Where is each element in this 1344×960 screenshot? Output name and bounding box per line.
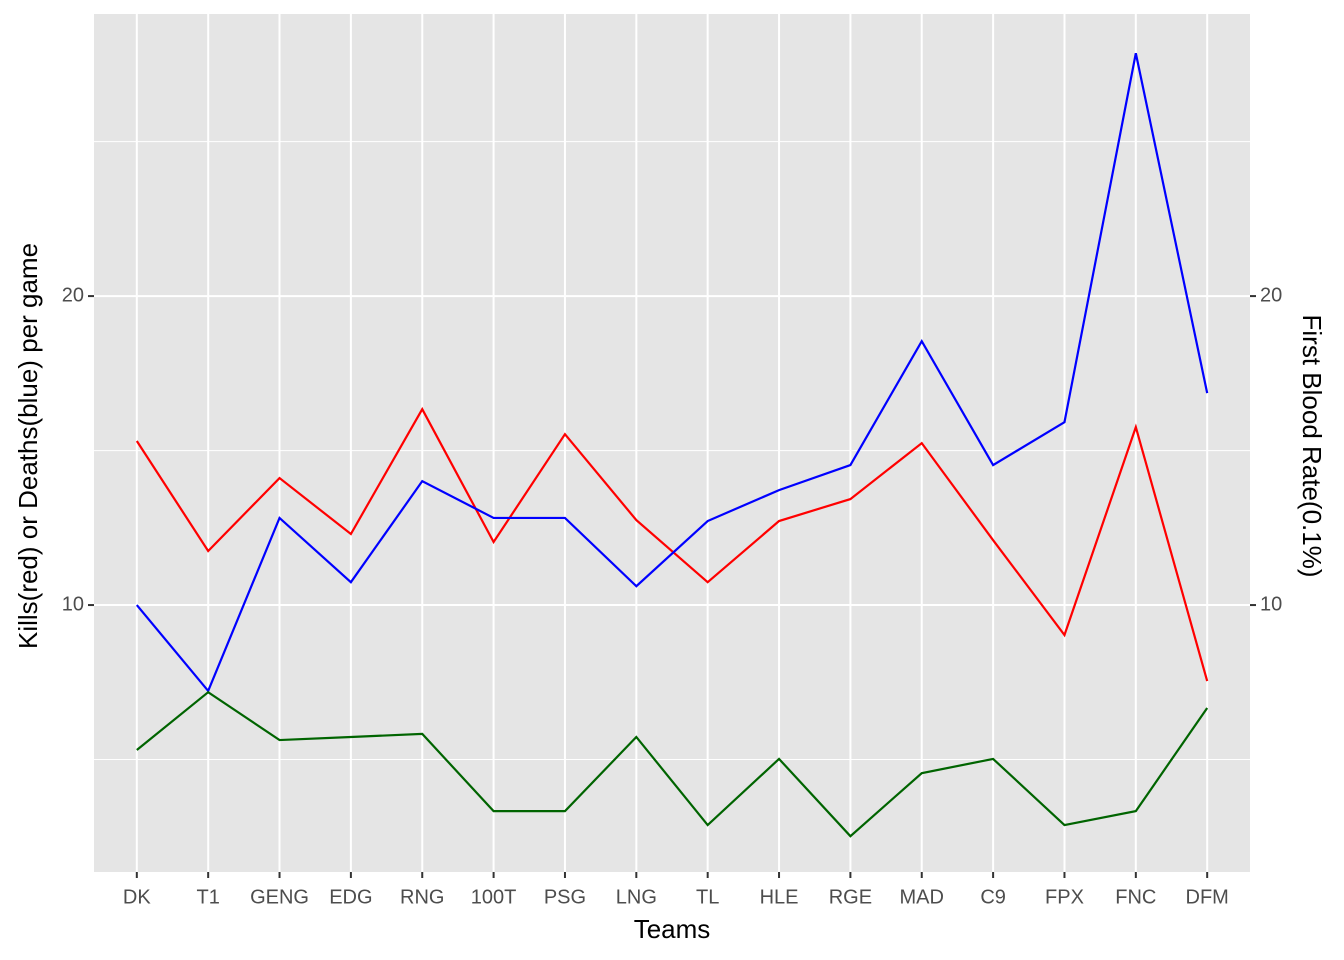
x-tick-label: FPX <box>1045 886 1084 908</box>
x-tick-label: C9 <box>980 886 1006 908</box>
x-tick-label: 100T <box>471 886 517 908</box>
series-line <box>135 406 1209 682</box>
x-tick-label: EDG <box>329 886 372 908</box>
x-tick-label: DFM <box>1186 886 1229 908</box>
x-tick-label: TL <box>696 886 719 908</box>
x-axis-title: Teams <box>634 914 711 944</box>
x-tick-label: RGE <box>829 886 872 908</box>
x-tick-label: RNG <box>400 886 444 908</box>
series-line <box>136 690 1209 838</box>
x-tick-label: T1 <box>197 886 220 908</box>
lines <box>135 53 1209 838</box>
x-tick-label: LNG <box>616 886 657 908</box>
y2-tick-label: 20 <box>1260 284 1282 306</box>
y2-axis-title: First Blood Rate(0.1%) <box>1297 315 1327 578</box>
y2-tick-label: 10 <box>1260 593 1282 615</box>
series-line <box>135 53 1209 694</box>
y-axis-title: Kills(red) or Deaths(blue) per game <box>13 243 43 649</box>
x-tick-label: GENG <box>250 886 309 908</box>
y-tick-label: 10 <box>62 593 84 615</box>
x-tick-label: MAD <box>900 886 944 908</box>
x-tick-label: DK <box>123 886 151 908</box>
x-tick-label: PSG <box>544 886 586 908</box>
x-tick-label: FNC <box>1115 886 1156 908</box>
grid <box>94 14 1250 872</box>
plot-panel <box>94 14 1250 872</box>
y-tick-label: 20 <box>62 284 84 306</box>
x-tick-label: HLE <box>760 886 799 908</box>
